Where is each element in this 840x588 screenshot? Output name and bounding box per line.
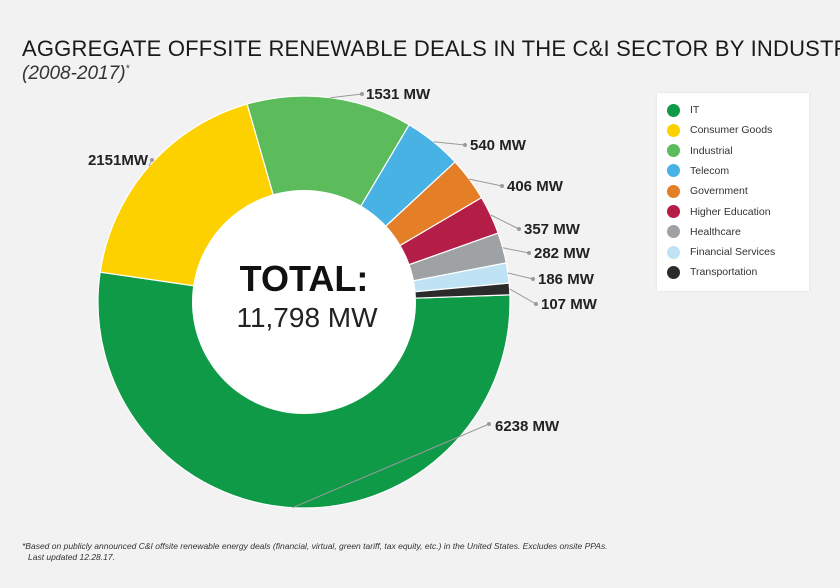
- value-label-telecom: 540 MW: [470, 137, 527, 154]
- footnote: *Based on publicly announced C&I offsite…: [22, 541, 722, 563]
- leader-healthcare: [502, 247, 530, 254]
- legend-label-government: Government: [690, 185, 748, 198]
- legend-label-transportation: Transportation: [690, 266, 758, 279]
- legend-label-higher-education: Higher Education: [690, 205, 771, 218]
- legend: IT Consumer Goods Industrial Telecom Governm…: [657, 93, 809, 291]
- subtitle-text: (2008-2017): [22, 63, 126, 84]
- leader-telecom: [433, 141, 466, 146]
- leader-financial-services: [507, 272, 534, 280]
- leader-dot-financial-services: [531, 277, 535, 281]
- callout-leaders: [148, 92, 538, 509]
- legend-label-it: IT: [690, 104, 700, 116]
- value-label-transportation: 107 MW: [541, 296, 598, 313]
- legend-swatch-consumer-goods: [667, 123, 680, 137]
- legend-item-financial-services: Financial Services: [667, 243, 775, 261]
- leader-dot-it: [487, 422, 491, 426]
- total-label: TOTAL:: [240, 258, 369, 299]
- leader-government: [469, 178, 503, 187]
- value-label-industrial: 1531 MW: [366, 86, 431, 103]
- legend-label-consumer-goods: Consumer Goods: [690, 124, 773, 137]
- legend-label-telecom: Telecom: [690, 164, 730, 177]
- leader-transportation: [509, 288, 537, 305]
- value-label-it: 6238 MW: [495, 418, 560, 435]
- callout-labels: 6238 MW 2151MW 1531 MW 540 MW 406 MW 357 MW 28…: [88, 86, 598, 435]
- value-label-healthcare: 282 MW: [534, 245, 591, 262]
- leader-it: [292, 423, 490, 509]
- value-label-consumer-goods: 2151MW: [88, 152, 149, 169]
- legend-swatch-financial-services: [667, 245, 680, 259]
- total-value: 11,798 MW: [236, 302, 378, 333]
- value-label-financial-services: 186 MW: [538, 271, 595, 288]
- chart-subtitle: (2008-2017)*: [22, 63, 129, 85]
- legend-item-transportation: Transportation: [667, 263, 757, 281]
- leader-higher-education: [490, 214, 520, 230]
- legend-label-financial-services: Financial Services: [690, 246, 776, 259]
- leader-dot-transportation: [534, 302, 538, 306]
- legend-label-industrial: Industrial: [690, 144, 733, 157]
- legend-item-higher-education: Higher Education: [667, 203, 771, 221]
- legend-item-healthcare: Healthcare: [667, 223, 741, 241]
- legend-swatch-transportation: [667, 265, 680, 279]
- footnote-updated: Last updated 12.28.17.: [28, 552, 115, 562]
- leader-dot-consumer-goods: [150, 158, 154, 162]
- legend-item-government: Government: [667, 182, 748, 200]
- subtitle-footnote-mark: *: [125, 63, 130, 75]
- leader-dot-industrial: [360, 92, 364, 96]
- legend-item-telecom: Telecom: [667, 162, 729, 180]
- legend-item-industrial: Industrial: [667, 142, 733, 160]
- legend-swatch-telecom: [667, 164, 680, 178]
- legend-item-it: IT: [667, 101, 699, 119]
- legend-swatch-it: [667, 103, 680, 117]
- leader-dot-telecom: [463, 143, 467, 147]
- leader-industrial: [330, 93, 363, 99]
- legend-swatch-industrial: [667, 144, 680, 158]
- value-label-government: 406 MW: [507, 178, 564, 195]
- value-label-higher-education: 357 MW: [524, 221, 581, 238]
- leader-dot-government: [500, 184, 504, 188]
- leader-dot-higher-education: [517, 227, 521, 231]
- footnote-text: *Based on publicly announced C&I offsite…: [22, 541, 608, 551]
- donut-hole: [192, 190, 416, 414]
- legend-item-consumer-goods: Consumer Goods: [667, 121, 772, 139]
- legend-swatch-government: [667, 184, 680, 198]
- chart-title: AGGREGATE OFFSITE RENEWABLE DEALS IN THE…: [22, 36, 840, 61]
- legend-swatch-healthcare: [667, 225, 680, 239]
- legend-swatch-higher-education: [667, 205, 680, 218]
- leader-dot-healthcare: [527, 251, 531, 255]
- legend-label-healthcare: Healthcare: [690, 225, 741, 238]
